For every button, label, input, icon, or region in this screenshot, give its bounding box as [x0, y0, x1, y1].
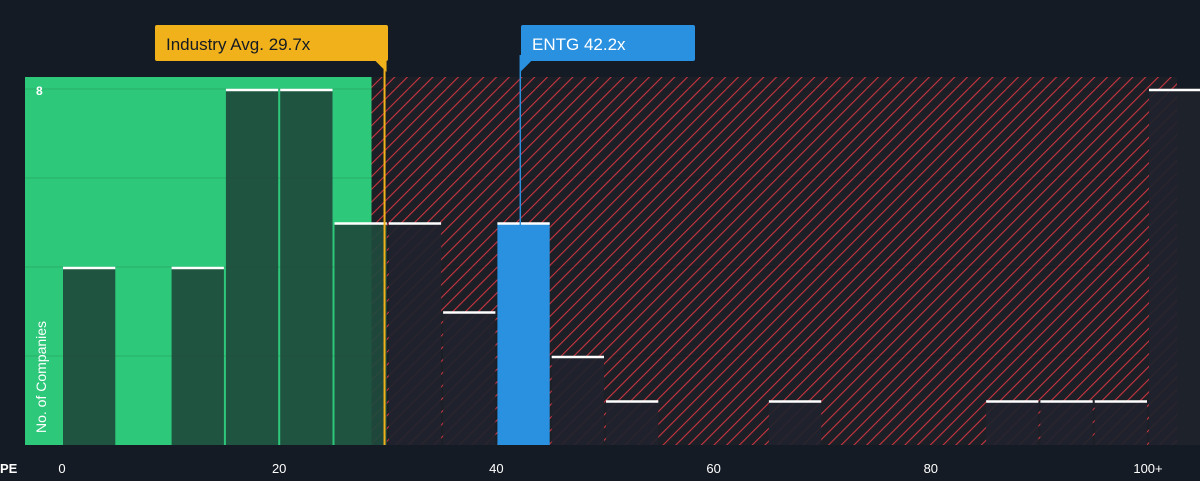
histogram-bar	[497, 222, 550, 445]
histogram-bar	[768, 400, 822, 445]
histogram-bar	[1094, 400, 1147, 445]
x-tick-label: 80	[924, 461, 938, 476]
industry-avg-badge-bg	[155, 25, 388, 61]
company-pointer	[520, 60, 533, 72]
x-tick-label: 100+	[1133, 461, 1162, 476]
industry-avg-pointer	[374, 60, 387, 72]
histogram-bar	[1040, 400, 1093, 445]
company-label: ENTG 42.2x	[532, 35, 626, 54]
histogram-bar	[171, 267, 224, 445]
industry-avg-label: Industry Avg. 29.7x	[166, 35, 311, 54]
histogram-bar	[443, 311, 496, 445]
histogram-bar	[606, 400, 659, 445]
x-axis-label: PE	[0, 461, 18, 476]
histogram-bar	[1149, 89, 1200, 445]
histogram-bar	[334, 222, 387, 445]
histogram-bar	[280, 89, 333, 445]
y-tick-label: 8	[36, 84, 43, 98]
company-badge: ENTG 42.2x	[520, 25, 695, 72]
histogram-bar	[986, 400, 1039, 445]
histogram-bar	[225, 89, 279, 445]
company-badge-bg	[521, 25, 695, 61]
x-tick-label: 20	[272, 461, 286, 476]
x-tick-label: 60	[706, 461, 720, 476]
x-tick-label: 40	[489, 461, 503, 476]
histogram-bar	[388, 222, 442, 445]
y-axis-label: No. of Companies	[33, 321, 49, 433]
histogram-bar	[551, 356, 604, 445]
x-tick-label: 0	[58, 461, 65, 476]
industry-avg-badge: Industry Avg. 29.7x	[155, 25, 388, 72]
histogram-bar	[63, 267, 116, 445]
